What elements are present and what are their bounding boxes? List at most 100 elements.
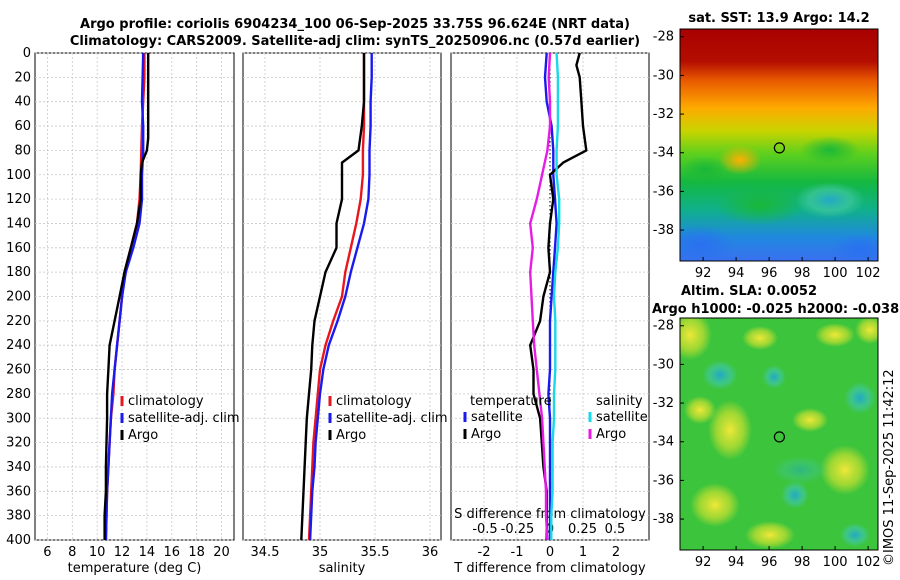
map-y-tick-label: -28 xyxy=(653,30,674,45)
map-y-tick-label: -36 xyxy=(653,473,674,488)
depth-tick-label: 20 xyxy=(14,70,31,85)
map-x-tick-label: 94 xyxy=(728,266,745,281)
x-tick-label: 12 xyxy=(114,545,131,560)
x-axis-label: T difference from climatology xyxy=(453,561,646,576)
x-tick-label: 18 xyxy=(188,545,205,560)
legend-title-salinity: salinity xyxy=(596,394,643,409)
sst-map-frame xyxy=(679,28,879,262)
depth-tick-label: 0 xyxy=(23,46,31,61)
map-x-tick-label: 100 xyxy=(823,555,848,570)
map-y-tick-label: -34 xyxy=(653,435,674,450)
legend-label: Argo xyxy=(336,428,366,443)
depth-tick-label: 340 xyxy=(6,460,31,475)
legend-label: Argo xyxy=(128,428,158,443)
sla-map-axes: 92 94 96 98 100 102 -28 -30 -32 -34 -36 -38 xyxy=(653,319,881,570)
map-y-tick-label: -30 xyxy=(653,68,674,83)
map-x-tick-label: 94 xyxy=(728,555,745,570)
depth-tick-label: 80 xyxy=(14,143,31,158)
series-line-satellite-adj-clim xyxy=(104,52,145,541)
legend-label: satellite xyxy=(471,410,523,425)
sla-heatmap xyxy=(680,318,878,550)
depth-tick-label: 180 xyxy=(6,265,31,280)
sst-map-title: sat. SST: 13.9 Argo: 14.2 xyxy=(688,11,869,26)
profile-panels: 0204060801001201401601802002202402602803… xyxy=(6,46,650,576)
sla-map-frame xyxy=(679,317,879,551)
depth-tick-label: 300 xyxy=(6,411,31,426)
x-tick-label: -2 xyxy=(478,545,491,560)
figure-title-line1: Argo profile: coriolis 6904234_100 06-Se… xyxy=(80,17,630,32)
series-line-t-satellite xyxy=(543,52,558,540)
depth-tick-label: 200 xyxy=(6,290,31,305)
x-tick-label: 10 xyxy=(89,545,106,560)
x-tick-label: 8 xyxy=(68,545,76,560)
depth-tick-label: 260 xyxy=(6,363,31,378)
series-line-argo xyxy=(103,53,150,540)
x-tick-label: 6 xyxy=(43,545,51,560)
depth-tick-label: 40 xyxy=(14,95,31,110)
depth-tick-label: 100 xyxy=(6,168,31,183)
map-y-tick-label: -36 xyxy=(653,184,674,199)
map-x-tick-label: 102 xyxy=(856,266,881,281)
map-x-tick-label: 92 xyxy=(695,555,712,570)
s-diff-tick-label: -0.25 xyxy=(501,522,535,537)
legend-label: satellite xyxy=(596,410,648,425)
x-tick-label: 0 xyxy=(546,545,554,560)
x-tick-label: 14 xyxy=(139,545,156,560)
legend-label: satellite-adj. clim xyxy=(336,411,448,426)
depth-tick-label: 220 xyxy=(6,314,31,329)
sst-map-panel: sat. SST: 13.9 Argo: 14.2 92 94 96 98 100 102… xyxy=(653,11,881,281)
map-y-tick-label: -38 xyxy=(653,512,674,527)
map-x-tick-label: 100 xyxy=(823,266,848,281)
sst-argo-position-marker xyxy=(773,142,785,154)
x-tick-label: 36 xyxy=(422,545,439,560)
x-tick-label: 20 xyxy=(213,545,230,560)
legend-label: climatology xyxy=(336,394,412,409)
depth-tick-label: 280 xyxy=(6,387,31,402)
profile-panel-1: 0 20 40 60 80 100 120 140 160 180 200 220 240 260 280 3… xyxy=(6,46,239,576)
legend-label: satellite-adj. clim xyxy=(128,411,240,426)
depth-tick-label: 400 xyxy=(6,533,31,548)
depth-tick-label: 240 xyxy=(6,338,31,353)
map-x-tick-label: 102 xyxy=(856,555,881,570)
s-diff-tick-label: 0.5 xyxy=(605,522,626,537)
x-tick-label: 2 xyxy=(612,545,620,560)
s-diff-tick-label: 0.25 xyxy=(568,522,597,537)
s-diff-tick-label: -0.5 xyxy=(472,522,497,537)
series-line-s-satellite xyxy=(550,52,561,540)
profile-panel-2: 34.5 35 35.5 36 salinity climatology satellite… xyxy=(242,52,448,576)
legend-label: Argo xyxy=(471,427,501,442)
depth-tick-label: 360 xyxy=(6,484,31,499)
copyright-timestamp: ©IMOS 11-Sep-2025 11:42:12 xyxy=(882,369,897,566)
sst-heatmap xyxy=(680,29,878,261)
sla-map-subtitle: Argo h1000: -0.025 h2000: -0.038 xyxy=(652,302,899,317)
map-y-tick-label: -32 xyxy=(653,107,674,122)
depth-tick-label: 60 xyxy=(14,119,31,134)
depth-tick-label: 120 xyxy=(6,192,31,207)
x-tick-label: 35 xyxy=(312,545,329,560)
legend-label: climatology xyxy=(128,394,204,409)
map-y-tick-label: -38 xyxy=(653,223,674,238)
x-tick-label: 1 xyxy=(579,545,587,560)
map-y-tick-label: -30 xyxy=(653,357,674,372)
map-x-tick-label: 96 xyxy=(761,266,778,281)
series-line-argo xyxy=(300,53,366,541)
map-x-tick-label: 96 xyxy=(761,555,778,570)
x-tick-label: 16 xyxy=(164,545,181,560)
sla-map-panel: Altim. SLA: 0.0052 Argo h1000: -0.025 h2… xyxy=(652,284,899,570)
x-axis-label: salinity xyxy=(319,561,366,576)
legend-label: Argo xyxy=(596,427,626,442)
series-line-s-argo xyxy=(529,52,552,541)
x-tick-label: 35.5 xyxy=(361,545,390,560)
series-line-satellite-adj-clim xyxy=(308,53,373,541)
map-x-tick-label: 98 xyxy=(794,266,811,281)
map-y-tick-label: -28 xyxy=(653,319,674,334)
sla-map-title: Altim. SLA: 0.0052 xyxy=(681,284,817,299)
depth-tick-label: 140 xyxy=(6,216,31,231)
sst-map-axes: 92 94 96 98 100 102 -28 -30 -32 -34 -36 -38 xyxy=(653,30,881,281)
depth-tick-label: 160 xyxy=(6,241,31,256)
series-line-climatology xyxy=(307,53,366,541)
legend-title-temperature: temperature xyxy=(470,394,552,409)
depth-tick-label: 320 xyxy=(6,436,31,451)
